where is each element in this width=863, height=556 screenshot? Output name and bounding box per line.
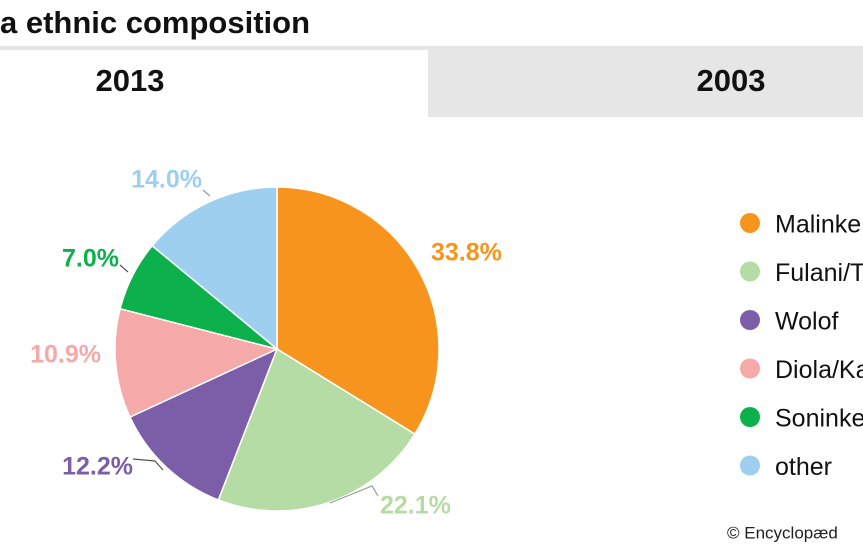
legend-label: Diola/Ka [775,356,863,384]
legend-swatch [740,455,760,476]
chart-title: a ethnic composition [0,5,310,40]
tab-label[interactable]: 2003 [697,63,766,98]
data-label: 33.8% [431,239,502,267]
tab-label[interactable]: 2013 [96,63,165,98]
pie-slice [276,186,440,436]
tab-strip [0,46,863,50]
data-label: 22.1% [380,492,451,520]
legend-swatch [740,358,760,379]
legend-swatch [740,213,760,233]
legend-swatch [740,407,760,427]
tab[interactable] [0,50,427,117]
data-label: 10.9% [30,341,101,369]
leader-line [329,485,379,504]
legend-label: Soninke [775,405,863,433]
legend-label: Fulani/T [775,259,863,287]
data-label: 7.0% [62,245,119,273]
data-label: 14.0% [131,166,202,194]
legend-label: Wolof [775,308,839,336]
pie: 33.8% 22.1% 12.2% 10.9% 7.0% 14.0% [30,166,502,520]
leader-line [202,189,211,197]
legend: Malinke Fulani/T Wolof Diola/Ka Soninke other [740,211,863,481]
legend-label: other [775,453,832,481]
tab-bar: 2013 2003 [0,50,863,117]
legend-label: Malinke [775,211,861,239]
credit: © Encyclopæd [727,523,838,542]
leader-line [119,264,129,273]
pie-slice [128,347,279,501]
legend-swatch [740,310,760,330]
data-label: 12.2% [62,453,133,481]
tab[interactable] [428,50,863,117]
legend-swatch [740,261,760,282]
pie-slice [217,347,416,512]
pie-slice [151,186,278,351]
leader-line [132,458,164,471]
pie-slice [114,307,280,419]
